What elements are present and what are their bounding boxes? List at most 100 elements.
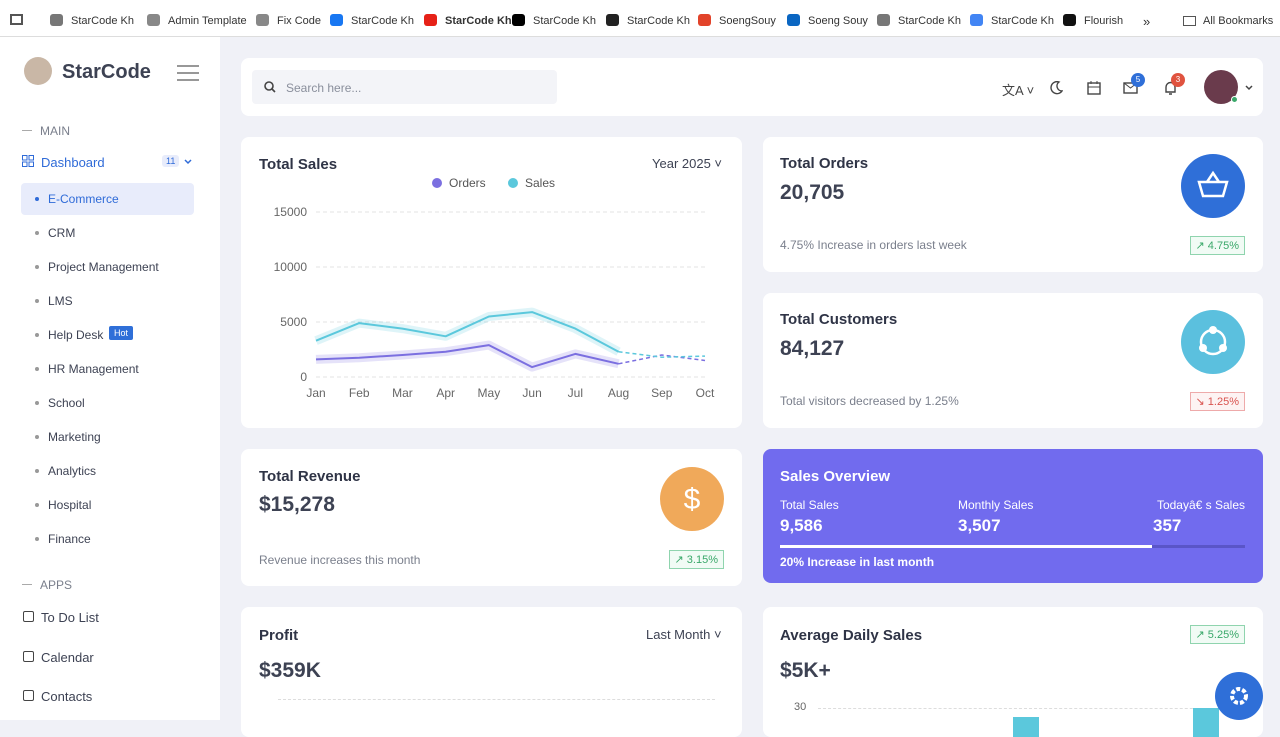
- calendar-icon[interactable]: [1087, 81, 1101, 95]
- bookmark[interactable]: StarCode Kh: [71, 15, 134, 27]
- all-bookmarks[interactable]: All Bookmarks: [1203, 15, 1274, 27]
- submenu-item[interactable]: Project Management: [48, 260, 159, 274]
- x-tick-label: May: [478, 386, 501, 400]
- orders-icon: [1181, 154, 1245, 218]
- change-badge: ↗ 3.15%: [668, 550, 724, 569]
- app-icon: [23, 611, 34, 622]
- change: 4.75%: [1207, 240, 1239, 252]
- menu-item[interactable]: Dashboard: [41, 155, 105, 170]
- bookmark[interactable]: StarCode Kh: [445, 15, 512, 27]
- y-tick-label: 30: [794, 701, 807, 713]
- total-sales-card: Total Sales Year 2025 ˅ 0 5000 10000 15000 J…: [241, 137, 742, 428]
- divider: [22, 130, 32, 131]
- status-dot: [1231, 96, 1238, 103]
- legend-label: Orders: [449, 176, 486, 190]
- bookmark-icon: [787, 14, 800, 26]
- menu-dot: [35, 299, 39, 303]
- translate-icon[interactable]: 文A ˅: [1002, 83, 1035, 98]
- submenu-item[interactable]: Marketing: [48, 430, 101, 444]
- total-revenue-card: Total Revenue $15,278 Revenue increases …: [241, 449, 742, 586]
- brand: StarCode: [62, 61, 151, 83]
- total-customers-card: Total Customers 84,127 Total visitors de…: [763, 293, 1263, 428]
- header: Search here... 文A ˅ 5 3: [241, 58, 1263, 116]
- sidebar: StarCode MAIN Dashboard 11 E-Commerce CRM…: [0, 37, 220, 720]
- card-value: $5K+: [780, 659, 831, 682]
- more-icon[interactable]: »: [1143, 14, 1151, 29]
- bookmark[interactable]: Soeng Souy: [808, 15, 868, 27]
- legend-marker: [432, 178, 442, 188]
- bookmark[interactable]: Fix Code: [277, 15, 322, 27]
- menu-dot: [35, 537, 39, 541]
- submenu-item[interactable]: Hospital: [48, 498, 92, 512]
- search-box[interactable]: Search here...: [252, 70, 557, 104]
- bookmark[interactable]: StarCode Kh: [898, 15, 961, 27]
- bar: [1013, 717, 1039, 737]
- bookmark[interactable]: StarCode Kh: [627, 15, 690, 27]
- submenu-item[interactable]: Help Desk: [48, 328, 104, 342]
- menu-dot: [35, 401, 39, 405]
- chart: 0 5000 10000 15000 Jan Feb Mar Apr May Jun Jul Aug S…: [274, 176, 715, 400]
- app-item[interactable]: Contacts: [41, 689, 93, 704]
- bookmark-icon: [877, 14, 890, 26]
- hot-badge: Hot: [109, 326, 134, 340]
- x-tick-label: Oct: [696, 386, 715, 400]
- period: Year 2025: [652, 156, 711, 171]
- app-item[interactable]: To Do List: [41, 610, 99, 625]
- change: 3.15%: [686, 554, 718, 566]
- submenu-item[interactable]: CRM: [48, 226, 76, 240]
- grid-line: [278, 699, 715, 700]
- series-line: [315, 344, 619, 369]
- submenu-item[interactable]: School: [48, 396, 85, 410]
- x-tick-label: Feb: [349, 386, 370, 400]
- y-tick-label: 10000: [274, 260, 308, 274]
- card-value: $359K: [259, 659, 321, 682]
- profit-card: Profit Last Month ˅ $359K: [241, 607, 742, 737]
- settings-button[interactable]: [1215, 672, 1263, 720]
- bookmark-icon: [512, 14, 525, 26]
- y-tick-label: 5000: [280, 315, 307, 329]
- x-tick-label: Sep: [651, 386, 673, 400]
- submenu-item[interactable]: E-Commerce: [48, 192, 119, 206]
- card-title: Total Sales: [259, 156, 338, 173]
- period-select[interactable]: Last Month ˅: [646, 627, 722, 642]
- series-line-dashed: [618, 354, 706, 365]
- menu-dot: [35, 435, 39, 439]
- submenu-item[interactable]: HR Management: [48, 362, 139, 376]
- menu-toggle[interactable]: [177, 65, 199, 81]
- y-tick-label: 15000: [274, 205, 308, 219]
- change-badge: ↘ 1.25%: [1189, 392, 1245, 411]
- submenu-item[interactable]: Analytics: [48, 464, 97, 478]
- change-badge: ↗ 5.25%: [1189, 625, 1245, 644]
- bookmark[interactable]: StarCode Kh: [351, 15, 414, 27]
- dashboard-icon: [22, 155, 34, 167]
- divider: [22, 584, 32, 585]
- overview-value: 9,586: [780, 516, 823, 535]
- app-icon: [23, 650, 34, 662]
- menu-dot: [35, 231, 39, 235]
- customers-icon: [1181, 310, 1245, 374]
- x-tick-label: Aug: [608, 386, 629, 400]
- overview-label: Monthly Sales: [958, 498, 1034, 512]
- period-select[interactable]: Year 2025 ˅: [652, 156, 723, 171]
- app-item[interactable]: Calendar: [41, 649, 94, 665]
- submenu-item[interactable]: LMS: [48, 294, 73, 308]
- menu-dot: [35, 197, 39, 201]
- bookmark[interactable]: StarCode Kh: [991, 15, 1054, 27]
- chevron: [184, 159, 192, 165]
- card-title: Sales Overview: [780, 468, 891, 485]
- bookmark[interactable]: SoengSouy: [719, 15, 776, 27]
- theme-icon[interactable]: [1049, 81, 1063, 95]
- bookmark[interactable]: Flourish: [1084, 15, 1124, 27]
- section-label: APPS: [40, 578, 73, 592]
- chevron[interactable]: [1245, 85, 1253, 91]
- submenu-item[interactable]: Finance: [48, 532, 91, 546]
- bookmark[interactable]: Admin Template: [168, 15, 247, 27]
- bookmark[interactable]: StarCode Kh: [533, 15, 596, 27]
- count-badge: 11: [162, 155, 180, 167]
- bookmark-icon: [1063, 14, 1076, 26]
- bookmark-icon: [330, 14, 343, 26]
- x-tick-label: Jul: [568, 386, 583, 400]
- card-value: $15,278: [259, 493, 335, 516]
- overview-label: Total Sales: [780, 498, 839, 512]
- card-title: Total Orders: [780, 155, 869, 172]
